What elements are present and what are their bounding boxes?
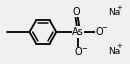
Text: O: O [73,7,80,17]
Text: +: + [116,43,122,49]
Text: −: − [102,25,108,31]
Text: Na: Na [108,8,120,17]
Text: −: − [81,46,87,52]
Text: O: O [96,27,103,37]
Text: +: + [116,5,122,11]
Text: As: As [72,27,84,37]
Text: Na: Na [108,47,120,56]
Text: O: O [74,47,82,57]
